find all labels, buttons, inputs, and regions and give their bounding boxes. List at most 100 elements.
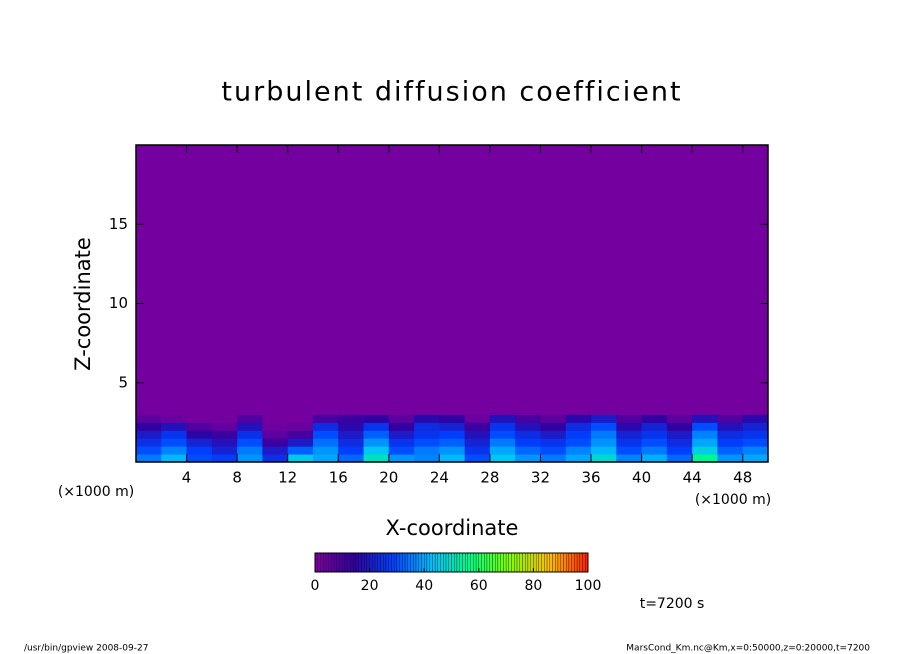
colorbar-swatch: [383, 552, 387, 573]
heatmap-cell: [591, 414, 617, 423]
heatmap-cell: [211, 430, 238, 439]
colorbar-swatch: [456, 552, 460, 573]
colorbar-swatch: [516, 552, 520, 573]
heatmap-cell: [414, 454, 440, 463]
heatmap-cell: [692, 438, 718, 447]
colorbar-swatch: [522, 552, 526, 573]
heatmap-cell: [388, 145, 415, 415]
heatmap-cell: [692, 430, 718, 439]
heatmap-cell: [464, 145, 491, 415]
heatmap-cell: [136, 422, 162, 431]
heatmap-cell: [717, 438, 744, 447]
colorbar-swatch: [448, 552, 452, 573]
x-unit-left: (×1000 m): [58, 484, 134, 500]
colorbar-swatch: [492, 552, 496, 573]
heatmap-cell: [312, 438, 339, 447]
colorbar-swatch: [323, 552, 327, 573]
heatmap-cell: [515, 422, 541, 431]
heatmap-cell: [464, 414, 491, 423]
colorbar-swatch: [544, 552, 548, 573]
heatmap-cell: [237, 454, 263, 463]
x-tick-label: 24: [430, 469, 449, 487]
heatmap-cell: [312, 446, 339, 455]
heatmap-cell: [237, 145, 263, 415]
heatmap-cell: [211, 454, 238, 463]
heatmap-cell: [641, 422, 668, 431]
heatmap-cell: [237, 438, 263, 447]
heatmap-cell: [464, 438, 491, 447]
heatmap-cell: [338, 438, 365, 447]
heatmap-cell: [489, 430, 516, 439]
heatmap-cell: [186, 414, 213, 423]
colorbar-swatch: [484, 552, 488, 573]
heatmap-cell: [237, 430, 263, 439]
colorbar-swatch: [538, 552, 542, 573]
heatmap-cell: [287, 438, 314, 447]
colorbar-swatch: [396, 552, 400, 573]
heatmap-cell: [464, 430, 491, 439]
colorbar-swatch: [426, 552, 430, 573]
heatmap-cell: [565, 422, 592, 431]
colorbar-swatch: [404, 552, 408, 573]
heatmap-cell: [439, 454, 466, 463]
footer-left: /usr/bin/gpview 2008-09-27: [24, 644, 148, 654]
heatmap-cell: [641, 438, 668, 447]
heatmap-cell: [287, 414, 314, 423]
colorbar-tick-label: 0: [311, 578, 320, 594]
colorbar-swatch: [372, 552, 376, 573]
colorbar-swatch: [467, 552, 471, 573]
colorbar-swatch: [574, 552, 578, 573]
heatmap-cell: [515, 454, 541, 463]
heatmap-cell: [312, 422, 339, 431]
colorbar-swatch: [358, 552, 362, 573]
colorbar-swatch: [410, 552, 414, 573]
colorbar-swatch: [535, 552, 540, 573]
heatmap-cell: [439, 145, 466, 415]
x-unit-right: (×1000 m): [695, 492, 771, 508]
colorbar-swatch: [576, 552, 580, 573]
x-tick-label: 20: [379, 469, 398, 487]
heatmap-cell: [338, 454, 365, 463]
heatmap-cell: [414, 145, 440, 415]
x-tick-label: 44: [683, 469, 702, 487]
heatmap-cell: [591, 145, 617, 415]
heatmap-cell: [312, 145, 339, 415]
colorbar-swatch: [582, 552, 586, 573]
x-axis-label: X-coordinate: [386, 516, 519, 540]
colorbar-tick-label: 100: [575, 578, 602, 594]
heatmap-cell: [717, 414, 744, 423]
heatmap-cell: [489, 446, 516, 455]
heatmap-cell: [186, 446, 213, 455]
heatmap-cell: [211, 145, 238, 415]
colorbar-swatch: [413, 552, 417, 573]
colorbar-swatch: [347, 552, 351, 573]
heatmap-cell: [540, 446, 567, 455]
heatmap-cell: [464, 454, 491, 463]
heatmap-cell: [565, 446, 592, 455]
colorbar-swatch: [462, 552, 466, 573]
heatmap-cell: [363, 422, 390, 431]
colorbar-swatch: [459, 552, 463, 573]
heatmap-cell: [287, 446, 314, 455]
colorbar-swatch: [489, 552, 493, 573]
heatmap-cell: [161, 145, 188, 415]
colorbar-swatch: [380, 552, 384, 573]
heatmap-cell: [616, 422, 643, 431]
heatmap-cell: [591, 430, 617, 439]
heatmap-cell: [616, 454, 643, 463]
heatmap-cell: [641, 446, 668, 455]
heatmap-cell: [540, 430, 567, 439]
heatmap-cell: [515, 145, 541, 415]
heatmap-cell: [692, 414, 718, 423]
colorbar-swatch: [388, 552, 392, 573]
heatmap-cell: [515, 414, 541, 423]
heatmap-cell: [363, 145, 390, 415]
colorbar-swatch: [317, 552, 321, 573]
heatmap-cell: [136, 446, 162, 455]
heatmap-cell: [388, 438, 415, 447]
chart-title: turbulent diffusion coefficient: [221, 77, 682, 108]
heatmap-cell: [136, 454, 162, 463]
colorbar-swatch: [320, 552, 324, 573]
colorbar-swatch: [342, 552, 346, 573]
colorbar-swatch: [399, 552, 403, 573]
